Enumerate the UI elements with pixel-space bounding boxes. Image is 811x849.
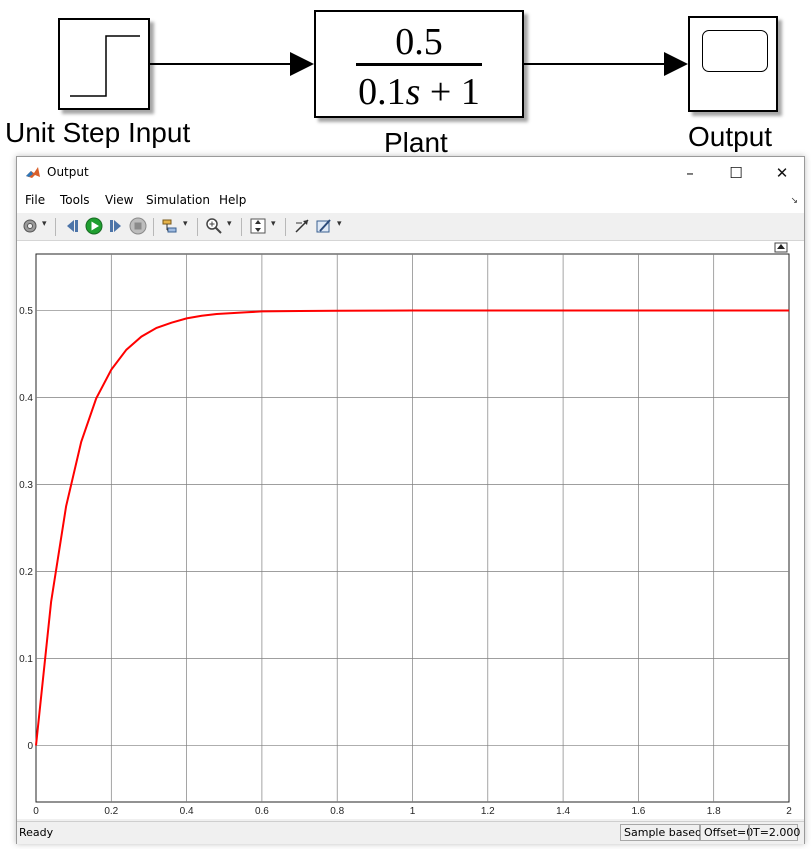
scale-axes-icon[interactable] bbox=[249, 217, 267, 235]
denominator-suffix: + 1 bbox=[420, 71, 480, 113]
cursor-measure-icon[interactable] bbox=[293, 217, 311, 235]
x-tick-label: 1.4 bbox=[556, 806, 570, 817]
x-tick-label: 1.2 bbox=[481, 806, 495, 817]
arrowhead-plant-input bbox=[290, 52, 314, 76]
step-forward-icon[interactable] bbox=[107, 217, 125, 235]
step-icon bbox=[70, 35, 140, 97]
x-tick-label: 0.8 bbox=[330, 806, 344, 817]
title-bar[interactable]: Output – ☐ ✕ bbox=[17, 157, 804, 189]
x-tick-label: 0.4 bbox=[180, 806, 194, 817]
undock-icon[interactable]: ↘ bbox=[790, 195, 798, 205]
run-icon[interactable] bbox=[85, 217, 103, 235]
unit-step-block[interactable] bbox=[58, 18, 150, 110]
minimize-icon[interactable]: – bbox=[686, 164, 694, 182]
highlight-dropdown-arrow[interactable]: ▾ bbox=[183, 219, 188, 229]
y-tick-label: 0.1 bbox=[19, 654, 33, 665]
fraction-bar bbox=[356, 63, 482, 66]
signal-line-step-to-plant bbox=[150, 63, 290, 65]
y-tick-label: 0.4 bbox=[19, 393, 33, 404]
status-sample-mode: Sample based bbox=[620, 824, 702, 841]
y-tick-label: 0.2 bbox=[19, 567, 33, 578]
x-tick-label: 2 bbox=[786, 806, 792, 817]
zoom-icon[interactable] bbox=[205, 217, 223, 235]
scope-screen-icon bbox=[702, 30, 768, 72]
y-tick-label: 0 bbox=[27, 741, 33, 752]
menu-simulation[interactable]: Simulation bbox=[146, 193, 210, 207]
plant-denominator: 0.1s + 1 bbox=[316, 70, 522, 114]
status-time: T=2.000 bbox=[749, 824, 800, 841]
step-back-icon[interactable] bbox=[63, 217, 81, 235]
scope-block[interactable] bbox=[688, 16, 778, 112]
x-tick-label: 0.6 bbox=[255, 806, 269, 817]
scale-dropdown-arrow[interactable]: ▾ bbox=[271, 219, 276, 229]
style-dropdown-arrow[interactable]: ▾ bbox=[337, 219, 342, 229]
scope-label: Output bbox=[688, 121, 773, 152]
stop-icon[interactable] bbox=[129, 217, 147, 235]
status-bar: Ready Sample based Offset=0 T=2.000 bbox=[17, 821, 804, 844]
window-title: Output bbox=[47, 165, 89, 179]
status-offset: Offset=0 bbox=[700, 824, 753, 841]
x-tick-label: 1.8 bbox=[707, 806, 721, 817]
y-tick-label: 0.3 bbox=[19, 480, 33, 491]
matlab-icon bbox=[25, 165, 41, 181]
maximize-icon[interactable]: ☐ bbox=[729, 164, 743, 182]
plot-area[interactable]: 0 0.2 0.4 0.6 0.8 1 1.2 1.4 1.6 1.8 2 0 0.1 0.2 0.3 0.4… bbox=[17, 241, 804, 819]
style-icon[interactable] bbox=[315, 217, 333, 235]
x-tick-label: 0 bbox=[33, 806, 39, 817]
scope-window[interactable]: Output – ☐ ✕ File Tools View Simulation … bbox=[16, 156, 805, 844]
menu-file[interactable]: File bbox=[25, 193, 46, 207]
unit-step-label: Unit Step Input bbox=[5, 117, 191, 148]
arrowhead-scope-input bbox=[664, 52, 688, 76]
toolbar-separator bbox=[285, 218, 286, 236]
toolbar-separator bbox=[197, 218, 198, 236]
plant-numerator: 0.5 bbox=[395, 21, 443, 63]
toolbar-separator bbox=[153, 218, 154, 236]
plant-block[interactable]: 0.5 0.1s + 1 bbox=[314, 10, 524, 118]
response-trace bbox=[35, 309, 789, 746]
zoom-dropdown-arrow[interactable]: ▾ bbox=[227, 219, 232, 229]
menu-view[interactable]: View bbox=[105, 193, 134, 207]
toolbar-separator bbox=[55, 218, 56, 236]
close-icon[interactable]: ✕ bbox=[775, 164, 789, 182]
plant-label: Plant bbox=[384, 127, 448, 158]
x-tick-label: 1 bbox=[410, 806, 416, 817]
y-tick-label: 0.5 bbox=[19, 306, 33, 317]
scope-plot[interactable]: 0 0.2 0.4 0.6 0.8 1 1.2 1.4 1.6 1.8 2 0 0.1 0.2 0.3 0.4… bbox=[17, 241, 804, 819]
settings-dropdown-arrow[interactable]: ▾ bbox=[42, 219, 47, 229]
axes-restore-arrow bbox=[777, 244, 785, 249]
menu-help[interactable]: Help bbox=[219, 193, 247, 207]
gear-icon[interactable] bbox=[21, 217, 39, 235]
highlight-icon[interactable] bbox=[161, 217, 179, 235]
status-ready: Ready bbox=[19, 826, 54, 839]
denominator-variable: s bbox=[405, 71, 421, 113]
menu-bar: File Tools View Simulation Help ↘ bbox=[17, 189, 804, 213]
menu-tools[interactable]: Tools bbox=[60, 193, 90, 207]
denominator-prefix: 0.1 bbox=[358, 71, 406, 113]
toolbar: ▾ ▾ ▾ ▾ bbox=[17, 214, 804, 241]
signal-line-plant-to-scope bbox=[524, 63, 666, 65]
toolbar-separator bbox=[241, 218, 242, 236]
x-tick-label: 1.6 bbox=[631, 806, 645, 817]
x-tick-label: 0.2 bbox=[104, 806, 118, 817]
